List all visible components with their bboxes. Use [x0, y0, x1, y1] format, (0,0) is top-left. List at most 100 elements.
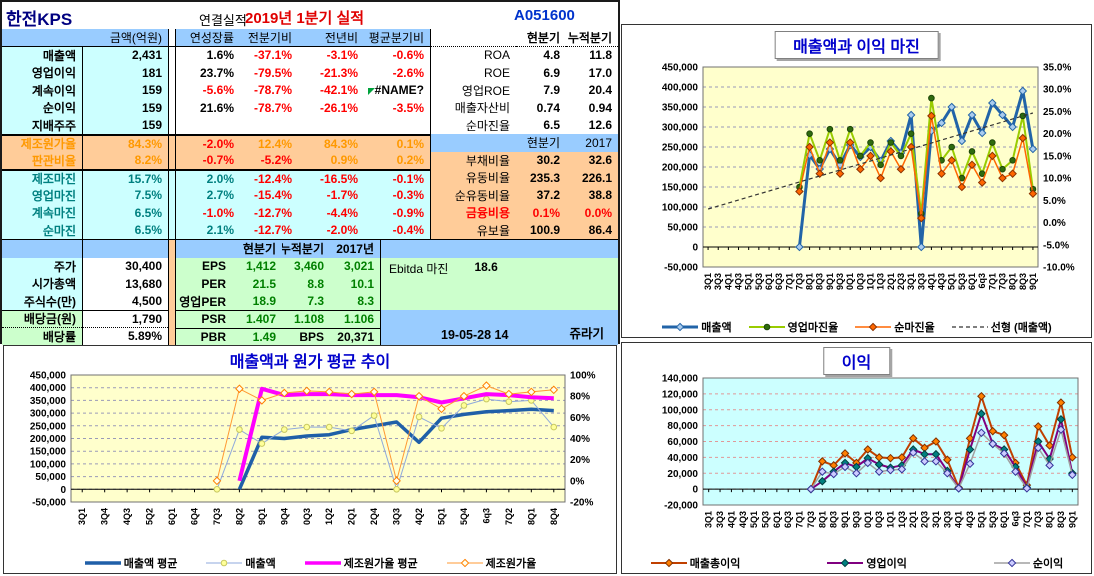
- value-cell[interactable]: 159: [82, 99, 168, 117]
- profit-chart[interactable]: 이익 140,000 120,000 100,000 80,000 60,000 40,0…: [621, 342, 1092, 574]
- pct-cell[interactable]: -12.7%: [240, 204, 298, 222]
- row-label[interactable]: 제조원가율: [2, 134, 82, 152]
- metric-value[interactable]: 37.2: [516, 186, 566, 204]
- column-divider[interactable]: [168, 204, 176, 222]
- pct-cell[interactable]: -16.5%: [298, 169, 364, 187]
- pct-cell[interactable]: 2.7%: [176, 186, 240, 204]
- metric-value[interactable]: 20.4: [566, 81, 618, 99]
- column-divider[interactable]: [168, 99, 176, 117]
- metric-label[interactable]: 순마진율: [430, 116, 516, 134]
- pct-cell[interactable]: -12.7%: [240, 221, 298, 239]
- column-divider[interactable]: [168, 186, 176, 204]
- pct-cell[interactable]: 84.3%: [298, 134, 364, 152]
- pct-cell[interactable]: -37.1%: [240, 46, 298, 64]
- metric-label[interactable]: PSR: [176, 310, 232, 328]
- pct-cell[interactable]: -0.1%: [364, 169, 430, 187]
- pct-cell[interactable]: -12.4%: [240, 169, 298, 187]
- column-header[interactable]: 2017년: [330, 240, 380, 258]
- pct-cell[interactable]: 0.1%: [364, 134, 430, 152]
- metric-value[interactable]: 1.108: [282, 310, 330, 328]
- corner-cell[interactable]: [82, 240, 168, 258]
- column-divider[interactable]: [168, 29, 176, 47]
- pct-cell[interactable]: -1.0%: [176, 204, 240, 222]
- value-cell[interactable]: 181: [82, 64, 168, 82]
- row-label[interactable]: 영업이익: [2, 64, 82, 82]
- metric-value[interactable]: 1.407: [232, 310, 282, 328]
- metric-label[interactable]: 매출자산비: [430, 99, 516, 117]
- column-divider[interactable]: [168, 327, 176, 345]
- column-divider[interactable]: [168, 151, 176, 169]
- metric-value[interactable]: 0.74: [516, 99, 566, 117]
- metric-value[interactable]: 38.8: [566, 186, 618, 204]
- metric-value[interactable]: 0.94: [566, 99, 618, 117]
- corner-cell[interactable]: [2, 240, 82, 258]
- column-header[interactable]: 연성장률: [176, 29, 240, 47]
- pct-cell[interactable]: -4.4%: [298, 204, 364, 222]
- pct-cell[interactable]: 0.9%: [298, 151, 364, 169]
- row-label[interactable]: 배당률: [2, 327, 82, 345]
- pct-cell[interactable]: -5.2%: [240, 151, 298, 169]
- pct-cell[interactable]: -2.0%: [176, 134, 240, 152]
- metric-value[interactable]: 1.49: [232, 327, 282, 345]
- column-header[interactable]: 누적분기: [566, 29, 618, 47]
- pct-cell[interactable]: 2.0%: [176, 169, 240, 187]
- metric-value[interactable]: 17.0: [566, 64, 618, 82]
- pct-cell[interactable]: -26.1%: [298, 99, 364, 117]
- metric-value[interactable]: 1,412: [232, 257, 282, 275]
- metric-value[interactable]: 7.9: [516, 81, 566, 99]
- column-header[interactable]: 전년비: [298, 29, 364, 47]
- row-label[interactable]: 주식수(만): [2, 292, 82, 310]
- row-label[interactable]: 지배주주: [2, 116, 82, 134]
- pct-cell[interactable]: -0.4%: [364, 221, 430, 239]
- corner-cell[interactable]: [2, 29, 82, 47]
- ebitda-margin-block[interactable]: Ebitda 마진 18.6: [380, 257, 618, 310]
- value-cell[interactable]: 5.89%: [82, 327, 168, 345]
- column-header[interactable]: 현분기: [516, 29, 566, 47]
- pct-cell[interactable]: -15.4%: [240, 186, 298, 204]
- metric-value[interactable]: 32.6: [566, 151, 618, 169]
- metric-value[interactable]: 226.1: [566, 169, 618, 187]
- column-divider[interactable]: [168, 46, 176, 64]
- metric-label[interactable]: 유보율: [430, 221, 516, 239]
- value-cell[interactable]: 2,431: [82, 46, 168, 64]
- revenue-margin-chart[interactable]: 매출액과 이익 마진 450,000 400,000 350,000 300,000 2…: [621, 24, 1092, 338]
- metric-value[interactable]: 3,460: [282, 257, 330, 275]
- pct-cell[interactable]: 2.1%: [176, 221, 240, 239]
- metric-value[interactable]: 0.0%: [566, 204, 618, 222]
- row-label[interactable]: 주가: [2, 257, 82, 275]
- row-label[interactable]: 계속이익: [2, 81, 82, 99]
- metric-label[interactable]: ROE: [430, 64, 516, 82]
- pct-cell[interactable]: -0.9%: [364, 204, 430, 222]
- metric-value[interactable]: 현분기: [516, 134, 566, 152]
- column-divider[interactable]: [168, 310, 176, 328]
- metric-label[interactable]: PBR: [176, 327, 232, 345]
- column-divider[interactable]: [168, 292, 176, 310]
- pct-cell[interactable]: 12.4%: [240, 134, 298, 152]
- metric-value[interactable]: 6.9: [516, 64, 566, 82]
- column-divider[interactable]: [168, 169, 176, 187]
- metric-value[interactable]: 12.6: [566, 116, 618, 134]
- column-header[interactable]: 누적분기: [282, 240, 330, 258]
- metric-value[interactable]: 21.5: [232, 275, 282, 293]
- metric-label[interactable]: [430, 134, 516, 152]
- pct-cell[interactable]: #NAME?: [364, 81, 430, 99]
- pct-cell[interactable]: [364, 116, 430, 134]
- metric-value[interactable]: 4.8: [516, 46, 566, 64]
- column-divider[interactable]: [168, 134, 176, 152]
- pct-cell[interactable]: -42.1%: [298, 81, 364, 99]
- row-label[interactable]: 순이익: [2, 99, 82, 117]
- pct-cell[interactable]: 23.7%: [176, 64, 240, 82]
- value-cell[interactable]: 30,400: [82, 257, 168, 275]
- row-label[interactable]: 영업마진: [2, 186, 82, 204]
- value-cell[interactable]: 4,500: [82, 292, 168, 310]
- row-label[interactable]: 계속마진: [2, 204, 82, 222]
- metric-label[interactable]: 유동비율: [430, 169, 516, 187]
- metric-value[interactable]: 1.106: [330, 310, 380, 328]
- pct-cell[interactable]: -2.6%: [364, 64, 430, 82]
- pct-cell[interactable]: 0.2%: [364, 151, 430, 169]
- metric-label[interactable]: PER: [176, 275, 232, 293]
- column-header[interactable]: 금액(억원): [82, 29, 168, 47]
- metric-value[interactable]: 235.3: [516, 169, 566, 187]
- metric-value[interactable]: 20,371: [330, 327, 380, 345]
- column-header[interactable]: 현분기: [232, 240, 282, 258]
